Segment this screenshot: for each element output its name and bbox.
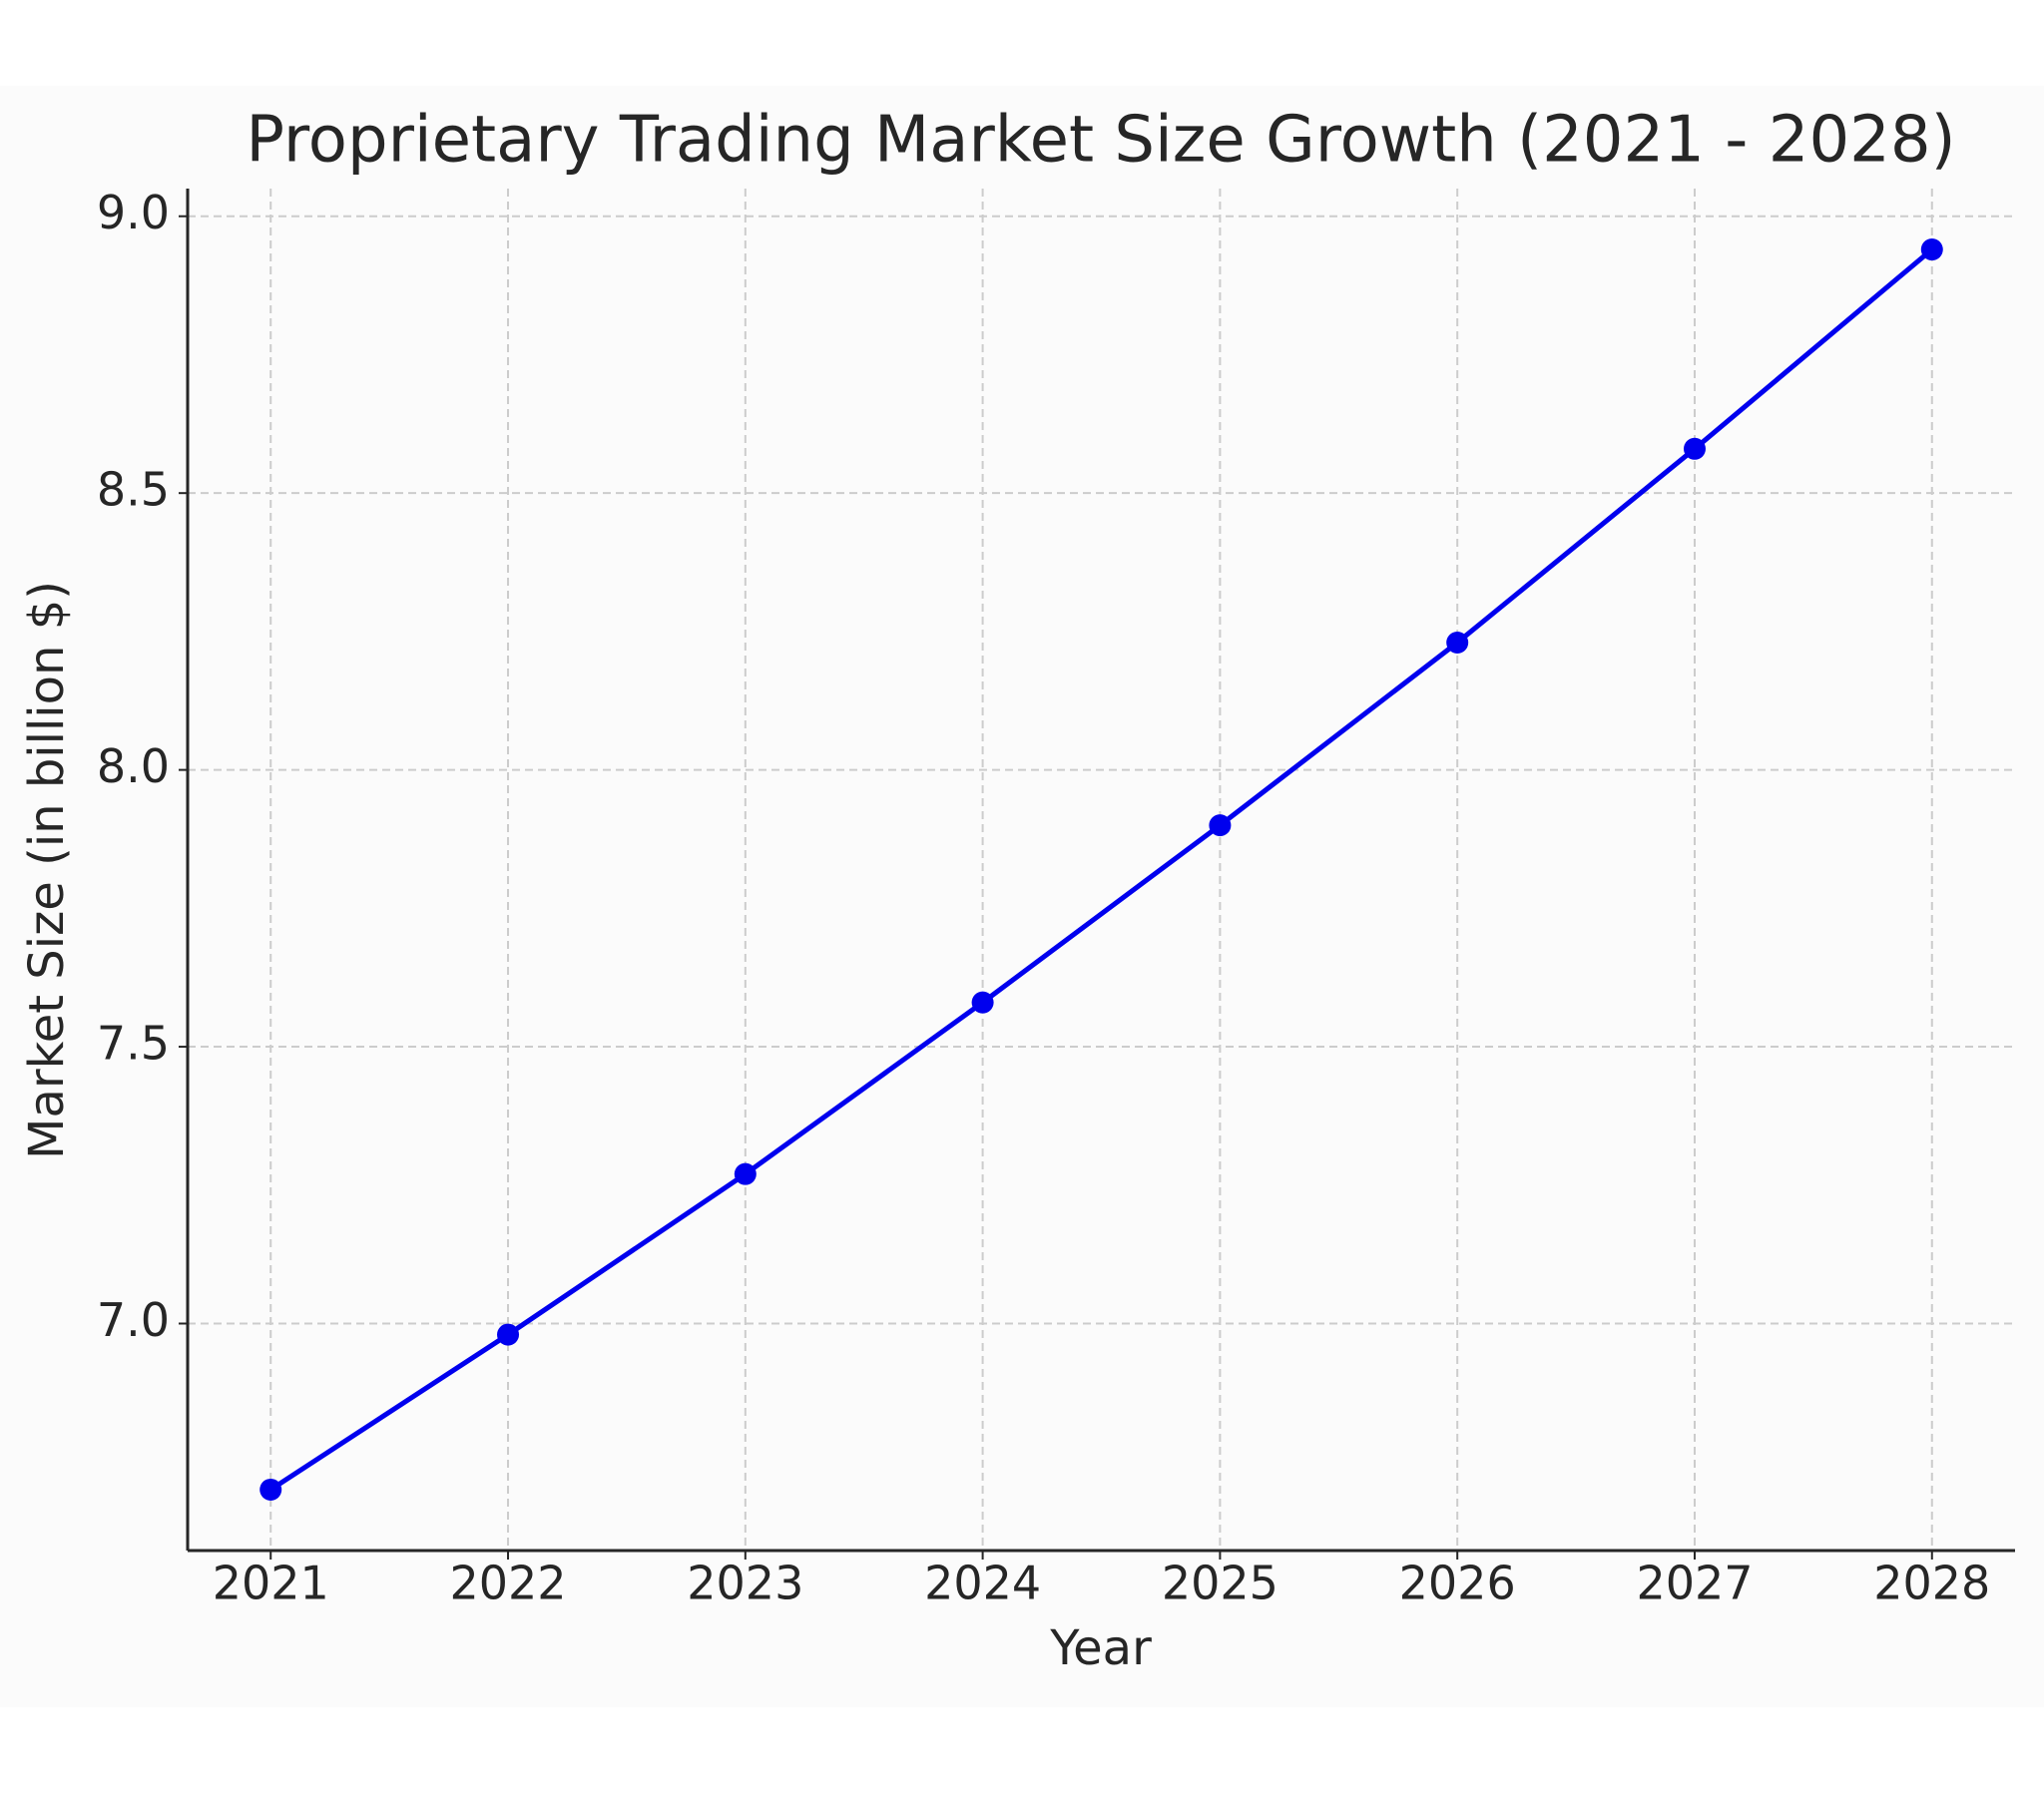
- x-tick-label: 2027: [1636, 1557, 1753, 1610]
- chart-title: Proprietary Trading Market Size Growth (…: [246, 104, 1955, 178]
- figure-background: [0, 86, 2044, 1707]
- x-tick-label: 2028: [1873, 1557, 1990, 1610]
- x-tick-label: 2026: [1399, 1557, 1516, 1610]
- y-axis-label: Market Size (in billion $): [19, 581, 75, 1159]
- y-tick-label: 9.0: [97, 186, 170, 239]
- data-point: [734, 1162, 757, 1185]
- x-axis-label: Year: [1049, 1620, 1152, 1676]
- y-tick-label: 7.5: [97, 1017, 170, 1071]
- data-point: [1209, 814, 1232, 837]
- x-tick-label: 2021: [213, 1557, 329, 1610]
- data-point: [971, 991, 994, 1014]
- y-tick-label: 8.5: [97, 463, 170, 517]
- data-point: [1683, 437, 1706, 460]
- x-tick-label: 2022: [449, 1557, 566, 1610]
- y-tick-label: 8.0: [97, 739, 170, 793]
- data-point: [497, 1323, 520, 1346]
- series-line: [268, 247, 1934, 1493]
- y-tick-label: 7.0: [97, 1293, 170, 1347]
- data-point: [1446, 632, 1469, 654]
- x-tick-label: 2023: [687, 1557, 803, 1610]
- data-point: [1920, 238, 1943, 261]
- data-point: [259, 1478, 282, 1501]
- x-tick-label: 2025: [1162, 1557, 1278, 1610]
- x-tick-label: 2024: [924, 1557, 1041, 1610]
